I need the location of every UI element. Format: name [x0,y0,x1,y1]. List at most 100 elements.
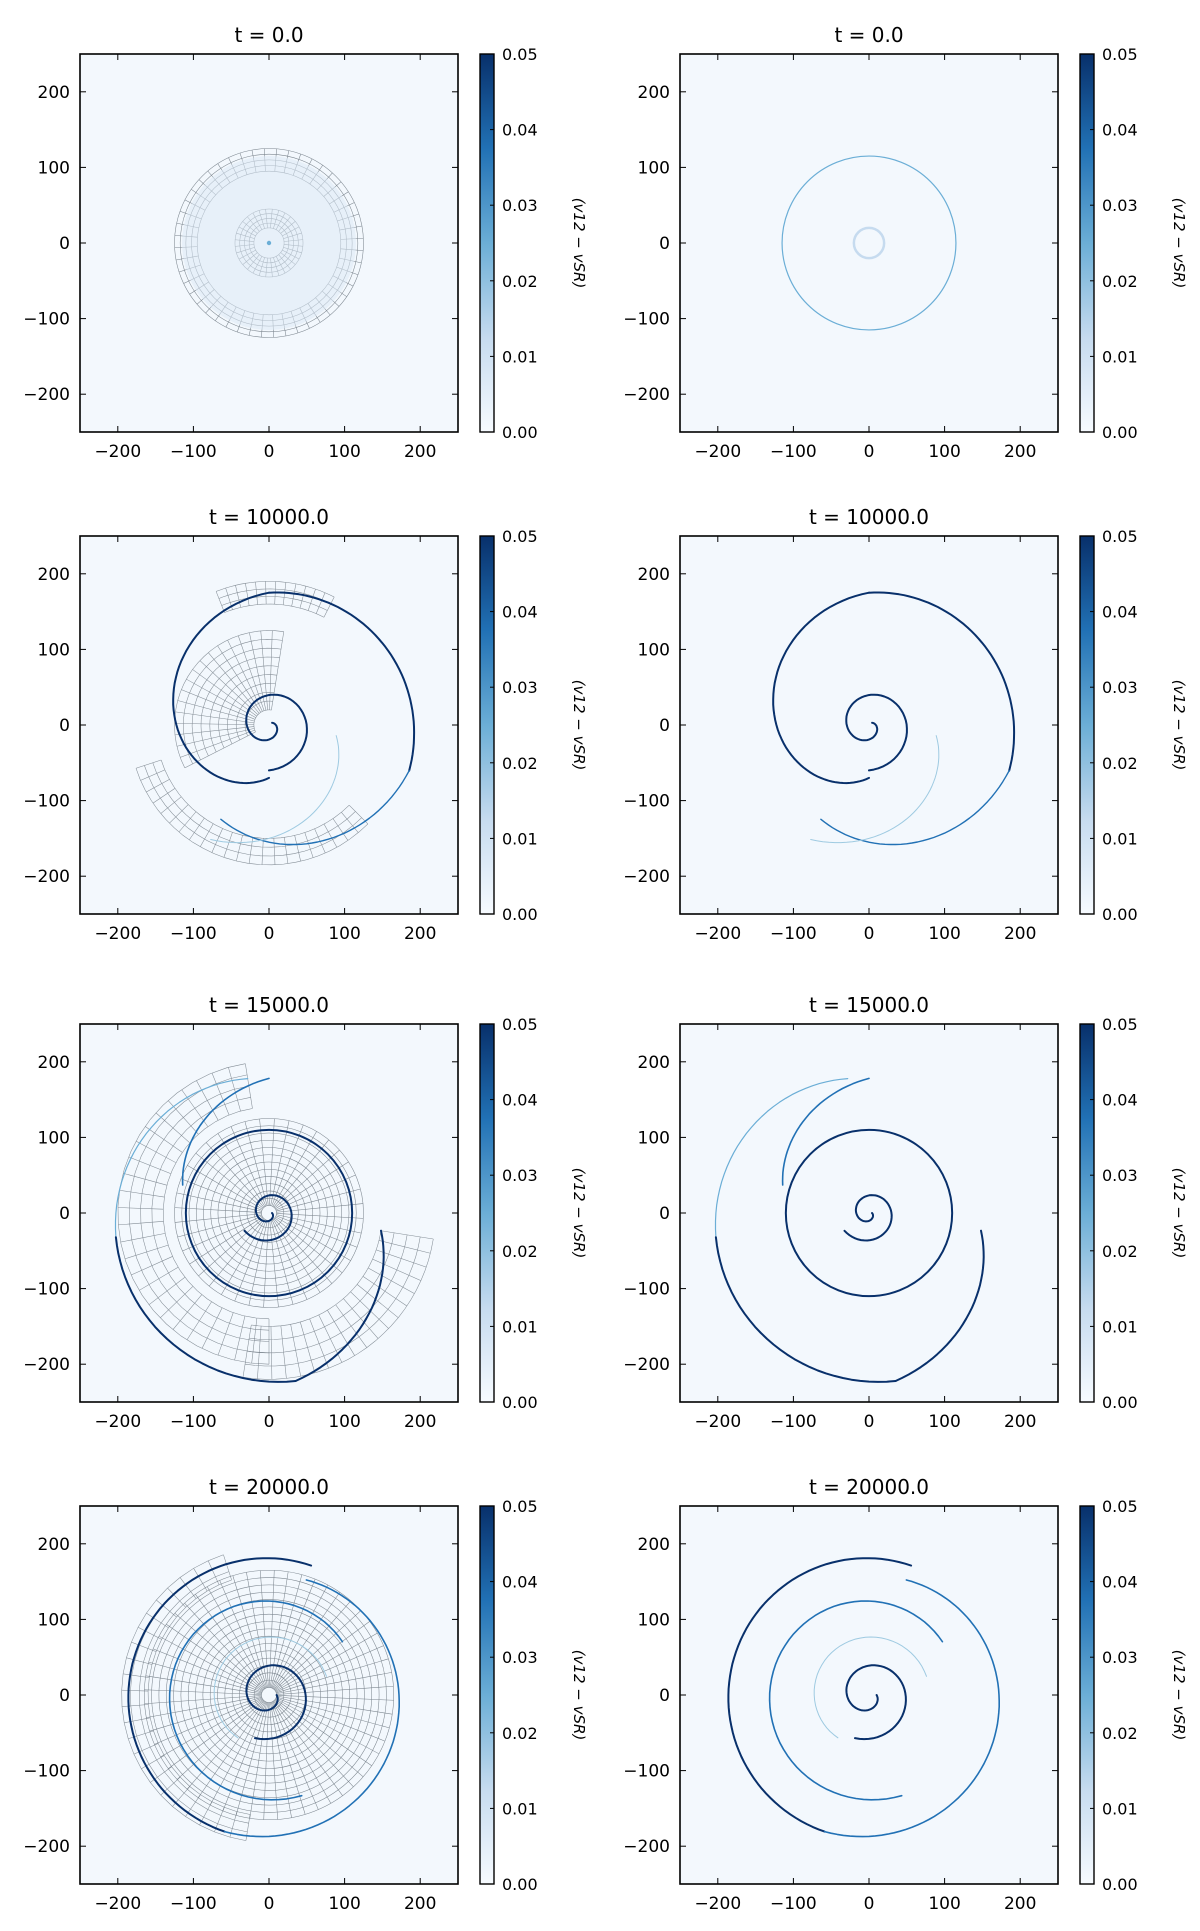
mesh-spoke [273,1139,330,1208]
mesh-spoke [208,652,260,714]
colorbar-tick-label: 0.03 [502,196,538,215]
spiral-faint [210,735,340,844]
x-tick-label: 0 [264,1894,275,1914]
x-tick-label: −200 [694,1894,741,1914]
mesh-spoke [177,700,255,722]
mesh-spoke [270,1574,303,1688]
plot-title: t = 0.0 [234,23,303,47]
mesh-spoke [235,1702,268,1816]
mesh-spoke [273,1700,354,1788]
x-tick-label: −200 [694,442,741,462]
x-tick-label: −100 [770,442,817,462]
mesh-spoke [276,1658,389,1694]
mesh-spoke [152,788,176,804]
mesh-spoke [275,1161,349,1210]
mesh-ring [217,1161,321,1265]
mesh-spoke [131,1641,157,1652]
y-tick-label: 200 [638,1535,670,1555]
plot-content [781,155,957,331]
colorbar-tick-label: 0.01 [502,1799,538,1818]
spiral-core [845,693,908,772]
mesh-spoke [176,728,255,747]
x-tick-label: 200 [1004,1412,1036,1432]
mesh-spoke [299,586,307,609]
spiral-core [245,693,308,772]
mesh-spoke [304,832,314,858]
mesh-spoke [276,1695,394,1701]
plot-content [174,148,364,338]
colorbar-tick-label: 0.01 [1102,347,1138,366]
mesh-spoke [274,1217,343,1274]
plot-content [727,1557,1001,1838]
mesh-spoke [291,583,297,607]
mesh-spoke [230,1126,267,1207]
mesh-spoke [222,1701,267,1811]
colorbar [1079,1505,1095,1885]
mesh-spoke [198,1701,265,1798]
y-tick-label: 200 [38,565,70,585]
colorbar-label: (v12 − vSR) [570,1650,588,1741]
mesh-spoke [271,1124,304,1207]
colorbar-tick-label: 0.02 [1102,1242,1138,1261]
colorbar-tick-label: 0.04 [1102,1091,1138,1110]
y-tick-label: 0 [659,234,670,254]
colorbar [479,1505,495,1885]
x-tick-label: 0 [864,1412,875,1432]
spiral-core [245,1664,307,1741]
mesh-spoke [271,1219,308,1300]
arc-outer [114,1077,249,1238]
y-tick-label: 200 [38,83,70,103]
y-tick-label: 100 [38,1128,70,1148]
mesh-spoke [146,779,170,793]
x-tick-label: 0 [264,442,275,462]
mesh-ring [217,1643,321,1747]
mesh-spoke [118,1221,164,1226]
plot-background [680,1506,1058,1884]
x-tick-label: 100 [328,1412,360,1432]
mesh-ring [195,1621,343,1769]
mesh-spoke [149,1696,262,1732]
spiral-main [772,591,870,785]
colorbar-tick-label: 0.00 [1102,1875,1138,1894]
mesh-spoke [167,1587,186,1608]
mesh-ring [174,1118,364,1308]
mesh-spoke [378,1240,431,1254]
colorbar-tick-label: 0.05 [502,527,538,546]
plot-background [80,1506,458,1884]
y-tick-label: −100 [23,1762,70,1782]
mesh-spoke [261,838,264,865]
y-tick-label: 200 [638,83,670,103]
mesh-ring [165,1591,373,1799]
arc-right [894,1229,985,1382]
colorbar [479,535,495,915]
x-tick-label: 0 [864,442,875,462]
mesh-spoke [145,1675,262,1695]
x-tick-label: 100 [928,1412,960,1432]
mesh-spoke [272,1131,317,1207]
mesh-spoke [217,645,261,713]
mesh-spoke [299,1321,316,1373]
mesh-ring [253,1197,285,1229]
mesh-spoke [275,1645,384,1693]
mesh-ring [232,1176,306,1250]
mesh-spoke [174,1207,262,1213]
mesh-spoke [273,1600,352,1690]
ring-mid [768,1600,944,1801]
y-tick-label: −200 [623,1837,670,1857]
mesh-spoke [168,1699,264,1769]
colorbar-tick-label: 0.00 [1102,905,1138,924]
mesh-spoke [159,1286,194,1319]
mesh-wedge-c [215,581,335,618]
mesh-spoke [180,1178,263,1211]
mesh-spoke [223,1554,232,1581]
mesh-spoke [154,1697,263,1745]
x-tick-label: −200 [94,1894,141,1914]
panel-5: t = 15000.0 −200 −100 0 100 200 200 100 0 −100 −20… [23,993,588,1432]
mesh-ring [173,1599,365,1791]
spiral-tail [820,769,1010,846]
plot-title: t = 10000.0 [809,505,929,529]
colorbar-label: (v12 − vSR) [570,1168,588,1259]
mesh-spoke [153,1648,263,1693]
plot-title: t = 20000.0 [809,1475,929,1499]
